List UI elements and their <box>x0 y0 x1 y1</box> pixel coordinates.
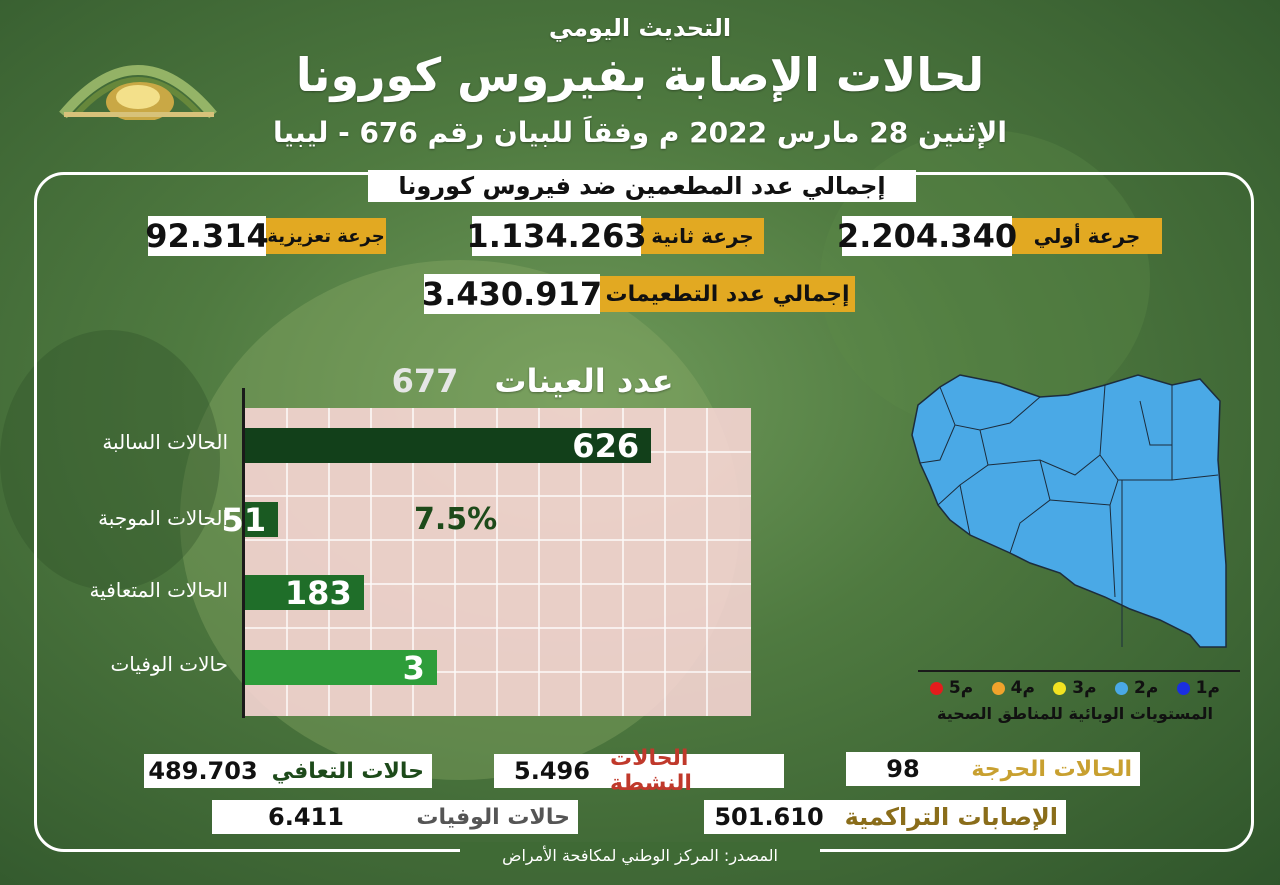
source-credit: المصدر: المركز الوطني لمكافحة الأمراض <box>460 842 820 870</box>
libya-map <box>911 374 1227 648</box>
category-label: الحالات السالبة <box>102 430 228 454</box>
legend-item-m1: م1 <box>1176 678 1220 698</box>
positive-rate: 7.5% <box>414 502 498 537</box>
bar-value-label: 626 <box>572 426 640 465</box>
recovered-label: حالات التعافي <box>262 754 432 788</box>
samples-label: عدد العينات <box>494 362 674 400</box>
level-dot-icon <box>1053 681 1067 695</box>
bar-value-label: 3 <box>402 648 425 687</box>
legend-item-m3: م3 <box>1053 678 1097 698</box>
total-vaccinations-value: 3.430.917 <box>421 274 603 314</box>
legend-item-m5: م5 <box>930 678 973 698</box>
map-baseline <box>918 670 1240 672</box>
first-dose-value: 2.204.340 <box>836 216 1018 256</box>
chart-bar: 183 <box>245 573 364 612</box>
bar-value-label: 51 <box>221 500 267 539</box>
level-dot-icon <box>1115 681 1129 695</box>
first-dose-label: جرعة أولي <box>1012 218 1162 254</box>
chart-bar: 51 <box>222 501 279 539</box>
level-dot-icon <box>930 681 943 695</box>
header-subtitle: التحديث اليومي <box>548 14 732 42</box>
category-label: الحالات المتعافية <box>89 578 228 602</box>
total-vaccinations-label: إجمالي عدد التطعيمات <box>600 276 855 312</box>
deaths-total-value: 6.411 <box>212 800 400 834</box>
chart-bar: 626 <box>245 426 652 465</box>
level-dot-icon <box>991 681 1005 695</box>
second-dose-value: 1.134.263 <box>466 216 647 256</box>
recovered-value: 489.703 <box>144 754 262 788</box>
page-title: لحالات الإصابة بفيروس كورونا <box>295 48 985 102</box>
chart-axis-line <box>242 388 245 718</box>
booster-value: 92.314 <box>145 216 269 256</box>
bar-value-label: 183 <box>284 573 352 612</box>
chart-bar: 3 <box>245 648 437 687</box>
deaths-total-label: حالات الوفيات <box>400 800 578 834</box>
critical-label: الحالات الحرجة <box>960 752 1140 786</box>
date-line: الإثنين 28 مارس 2022 م وفقاَ للبيان رقم … <box>273 116 1007 149</box>
second-dose-label: جرعة ثانية <box>641 218 764 254</box>
ministry-logo <box>58 40 218 122</box>
map-legend: م1 م2 م3 م4 م5 <box>930 678 1220 698</box>
vaccination-heading: إجمالي عدد المطعمين ضد فيروس كورونا <box>368 170 916 202</box>
active-value: 5.496 <box>494 754 610 788</box>
active-label: الحالات النشطة <box>610 746 784 796</box>
category-label: الحالات الموجبة <box>98 506 228 530</box>
cumulative-label: الإصابات التراكمية <box>834 800 1066 834</box>
cumulative-value: 501.610 <box>704 800 834 834</box>
samples-value: 677 <box>391 362 459 400</box>
critical-value: 98 <box>846 752 960 786</box>
category-label: حالات الوفيات <box>110 652 228 676</box>
level-dot-icon <box>1176 681 1190 695</box>
booster-label: جرعة تعزيزية <box>266 218 386 254</box>
map-legend-caption: المستويات الوبائية للمناطق الصحية <box>937 704 1213 723</box>
legend-item-m2: م2 <box>1115 678 1158 698</box>
legend-item-m4: م4 <box>991 678 1035 698</box>
